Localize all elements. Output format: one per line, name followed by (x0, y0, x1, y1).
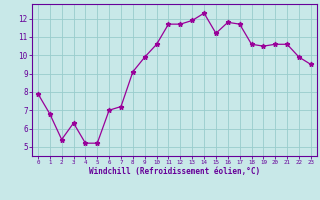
X-axis label: Windchill (Refroidissement éolien,°C): Windchill (Refroidissement éolien,°C) (89, 167, 260, 176)
